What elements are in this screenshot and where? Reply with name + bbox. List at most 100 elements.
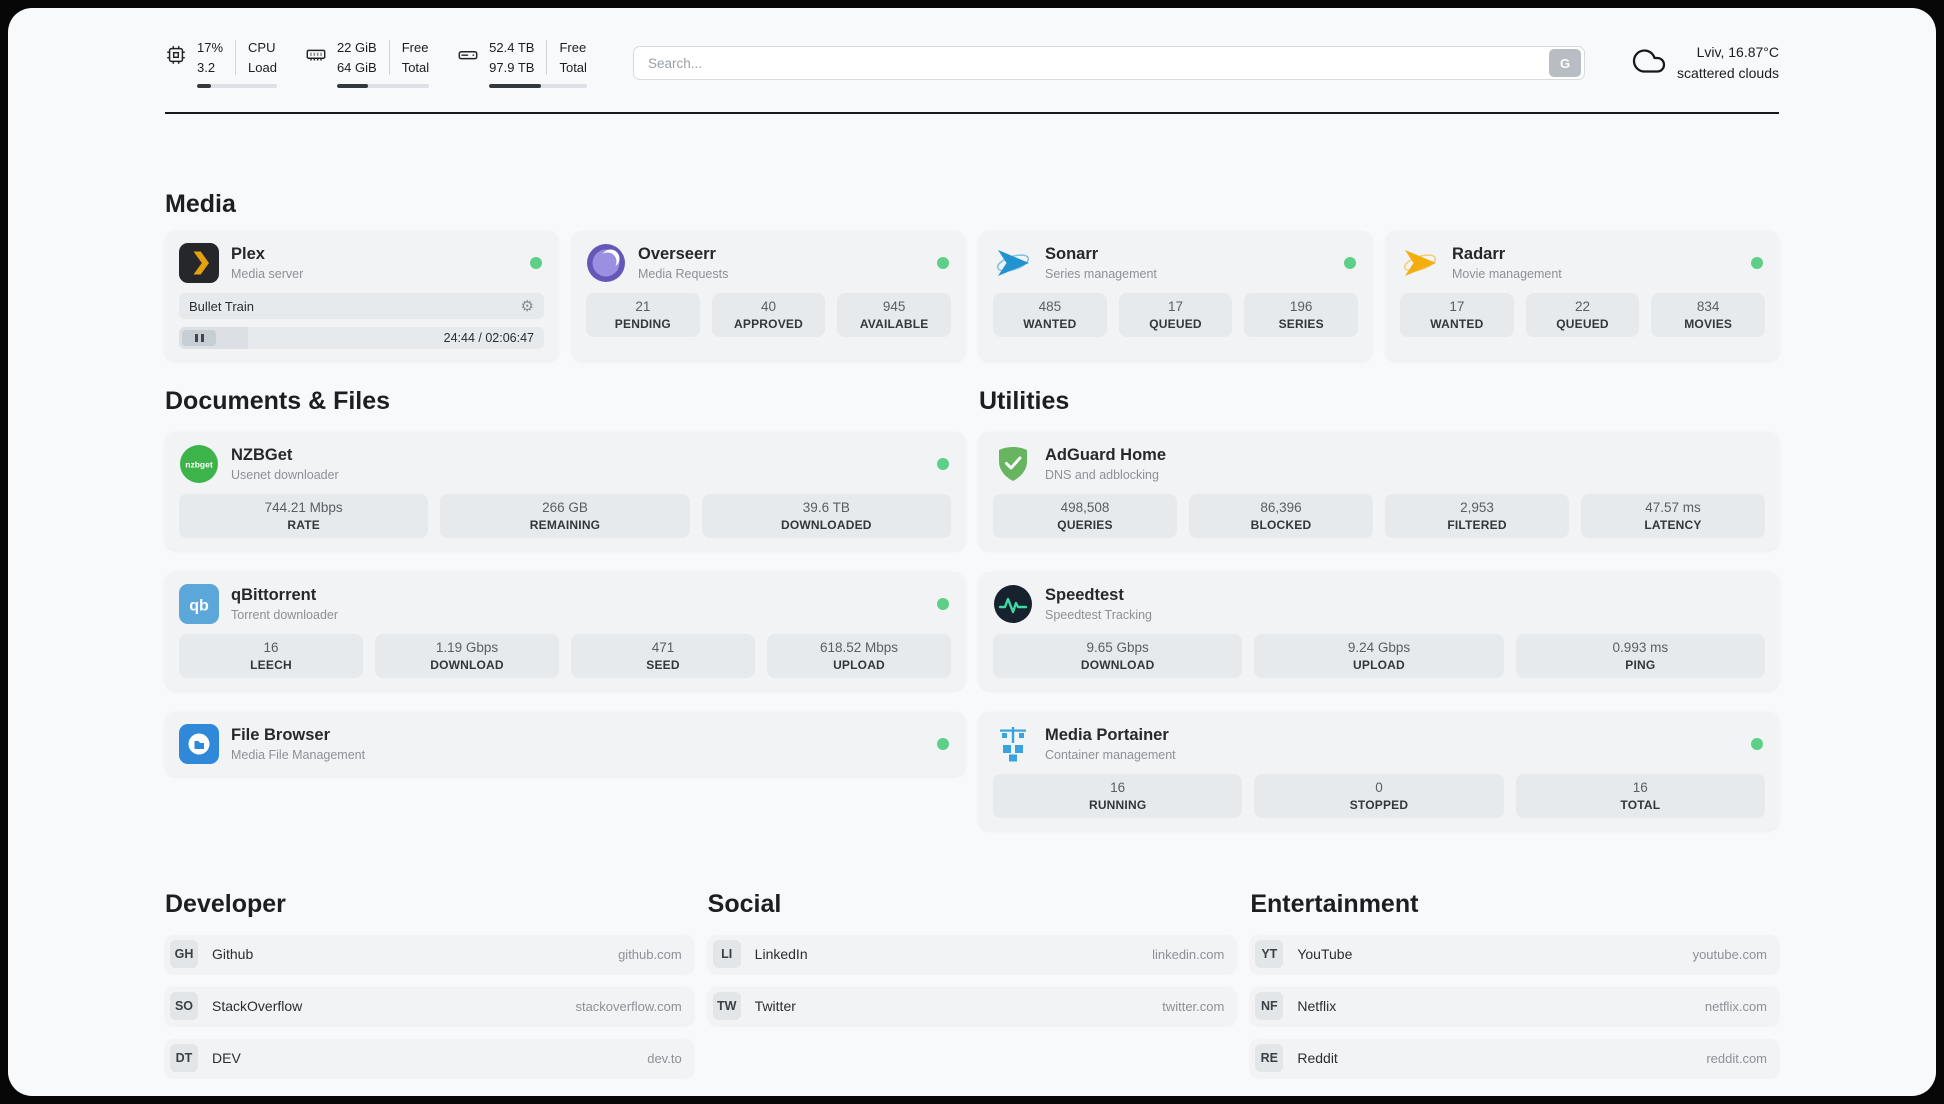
link-stackoverflow[interactable]: SO StackOverflow stackoverflow.com xyxy=(165,987,694,1025)
radarr-icon xyxy=(1400,243,1440,283)
link-name: YouTube xyxy=(1297,946,1353,962)
link-dev[interactable]: DT DEV dev.to xyxy=(165,1039,694,1077)
link-domain: github.com xyxy=(618,946,682,962)
stat-label: LATENCY xyxy=(1644,518,1702,532)
link-name: Reddit xyxy=(1297,1050,1338,1066)
stat-value: 22 xyxy=(1574,299,1591,314)
link-name: DEV xyxy=(212,1050,241,1066)
stat-label: TOTAL xyxy=(1620,798,1661,812)
portainer-icon xyxy=(993,724,1033,764)
now-playing-row: Bullet Train ⚙ xyxy=(179,293,544,319)
adguard-icon xyxy=(993,444,1033,484)
header-divider xyxy=(165,112,1779,114)
app-subtitle: Media Requests xyxy=(638,267,729,282)
stat-value: 618.52 Mbps xyxy=(819,640,899,655)
svg-text:qb: qb xyxy=(189,598,209,615)
stat-tile: 17 WANTED xyxy=(1400,293,1514,337)
stat-value: 16 xyxy=(263,640,279,655)
section-title-developer: Developer xyxy=(165,890,286,918)
stat-value: 16 xyxy=(1110,780,1126,795)
stat-label: RATE xyxy=(287,518,320,532)
search-engine-button[interactable]: G xyxy=(1549,49,1582,77)
stat-tile: 40 APPROVED xyxy=(711,293,826,337)
disk-monitor: 52.4 TB 97.9 TB Free Total xyxy=(457,38,587,88)
app-card-filebrowser[interactable]: File Browser Media File Management xyxy=(165,712,965,776)
qbittorrent-icon: qb xyxy=(179,584,219,624)
stat-label: BLOCKED xyxy=(1250,518,1312,532)
link-badge: GH xyxy=(170,940,198,968)
stat-tile: 17 QUEUED xyxy=(1118,293,1233,337)
stat-label: WANTED xyxy=(1023,317,1077,331)
filebrowser-icon xyxy=(179,724,219,764)
app-card-plex[interactable]: Plex Media server Bullet Train ⚙ 24:44 /… xyxy=(165,231,558,361)
link-reddit[interactable]: RE Reddit reddit.com xyxy=(1250,1039,1780,1077)
link-youtube[interactable]: YT YouTube youtube.com xyxy=(1250,935,1780,973)
playback-time: 24:44 / 02:06:47 xyxy=(443,331,534,345)
app-name: File Browser xyxy=(231,725,331,744)
app-card-speedtest[interactable]: Speedtest Speedtest Tracking 9.65 Gbps D… xyxy=(979,572,1779,690)
stat-tile: 618.52 Mbps UPLOAD xyxy=(767,634,951,678)
app-subtitle: Usenet downloader xyxy=(231,468,339,483)
stat-tile: 21 PENDING xyxy=(586,293,700,337)
status-dot xyxy=(1751,257,1763,269)
app-subtitle: Media server xyxy=(231,267,304,282)
app-card-overseerr[interactable]: Overseerr Media Requests 21 PENDING 40 A… xyxy=(572,231,965,361)
stat-tile: 266 GB REMAINING xyxy=(440,494,690,538)
link-twitter[interactable]: TW Twitter twitter.com xyxy=(707,987,1237,1025)
app-card-nzbget[interactable]: nzbget NZBGet Usenet downloader 744.21 M… xyxy=(165,432,965,550)
divider xyxy=(546,40,548,75)
section-entertainment: Entertainment YT YouTube youtube.com NF … xyxy=(1250,890,1780,1077)
stat-label: PENDING xyxy=(614,317,671,331)
stat-tile: 22 QUEUED xyxy=(1525,293,1640,337)
divider xyxy=(388,40,390,75)
hard-drive-icon xyxy=(457,44,479,66)
pause-button[interactable] xyxy=(182,330,216,346)
link-name: Github xyxy=(212,946,254,962)
ram-free-label: Free xyxy=(401,40,429,55)
stat-tile: 1.19 Gbps DOWNLOAD xyxy=(375,634,559,678)
section-documents: Documents & Files nzbget NZBGet Usenet d… xyxy=(165,387,965,830)
stat-value: 40 xyxy=(760,299,777,314)
stat-value: 0 xyxy=(1375,780,1383,795)
stat-value: 2,953 xyxy=(1460,500,1494,515)
app-subtitle: Container management xyxy=(1045,748,1176,763)
app-card-sonarr[interactable]: Sonarr Series management 485 WANTED 17 Q… xyxy=(979,231,1372,361)
status-dot xyxy=(937,257,949,269)
ram-total-value: 64 GiB xyxy=(336,59,377,75)
link-badge: RE xyxy=(1255,1044,1284,1072)
cpu-load-label: Load xyxy=(248,59,277,75)
stat-tile: 47.57 ms LATENCY xyxy=(1581,494,1765,538)
link-badge: DT xyxy=(170,1044,198,1072)
cloud-icon xyxy=(1631,43,1667,84)
app-card-qbittorrent[interactable]: qb qBittorrent Torrent downloader 16 LEE… xyxy=(165,572,965,690)
cpu-chip-icon xyxy=(165,44,187,66)
app-card-adguard[interactable]: AdGuard Home DNS and adblocking 498,508 … xyxy=(979,432,1779,550)
gear-icon[interactable]: ⚙ xyxy=(520,297,534,315)
status-dot xyxy=(937,458,949,470)
link-domain: linkedin.com xyxy=(1152,946,1225,962)
stat-label: DOWNLOADED xyxy=(780,518,872,532)
link-github[interactable]: GH Github github.com xyxy=(165,935,694,973)
speedtest-icon xyxy=(993,584,1033,624)
link-linkedin[interactable]: LI LinkedIn linkedin.com xyxy=(707,935,1237,973)
stat-value: 834 xyxy=(1696,299,1720,314)
stat-label: WANTED xyxy=(1430,317,1484,331)
link-domain: youtube.com xyxy=(1692,946,1768,962)
app-card-radarr[interactable]: Radarr Movie management 17 WANTED 22 QUE… xyxy=(1386,231,1779,361)
link-badge: SO xyxy=(170,992,198,1020)
link-badge: TW xyxy=(712,992,741,1020)
stat-tile: 0.993 ms PING xyxy=(1515,634,1765,678)
link-name: StackOverflow xyxy=(212,998,303,1014)
app-name: NZBGet xyxy=(231,445,293,464)
ram-progress-bar xyxy=(336,84,430,88)
app-subtitle: Speedtest Tracking xyxy=(1045,608,1153,623)
link-netflix[interactable]: NF Netflix netflix.com xyxy=(1250,987,1780,1025)
stat-tile: 834 MOVIES xyxy=(1651,293,1766,337)
search-input[interactable] xyxy=(632,46,1586,80)
app-card-portainer[interactable]: Media Portainer Container management 16 … xyxy=(979,712,1779,830)
seek-bar[interactable]: 24:44 / 02:06:47 xyxy=(179,327,544,349)
app-subtitle: DNS and adblocking xyxy=(1045,468,1159,483)
stat-tile: 485 WANTED xyxy=(993,293,1107,337)
link-domain: reddit.com xyxy=(1706,1050,1768,1066)
stat-value: 485 xyxy=(1038,299,1062,314)
